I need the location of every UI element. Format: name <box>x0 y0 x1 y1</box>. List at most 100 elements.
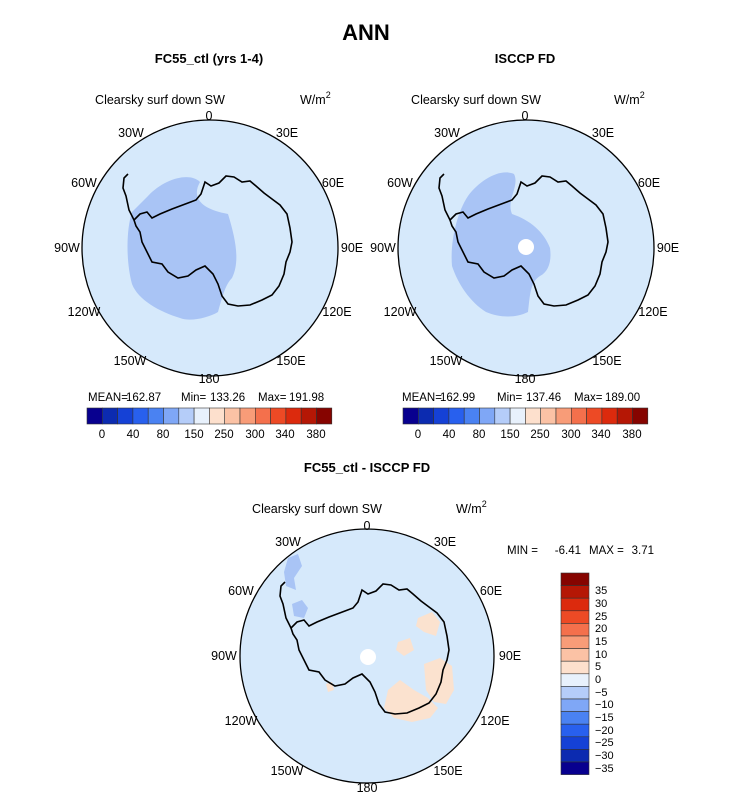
colorbar-swatch <box>560 673 590 687</box>
lon-label: 30E <box>276 126 298 140</box>
colorbar-tick-label: 20 <box>595 623 607 635</box>
colorbar-tick-label: 0 <box>595 674 601 686</box>
colorbar-swatch <box>433 407 450 425</box>
lon-label: 30E <box>434 535 456 549</box>
lon-label: 60E <box>638 176 660 190</box>
lon-label: 120E <box>322 305 351 319</box>
lon-label: 150W <box>114 354 147 368</box>
stat-mean-value: 162.87 <box>126 392 161 404</box>
lon-label: 120E <box>638 305 667 319</box>
lon-label: 180 <box>515 372 536 386</box>
colorbar-tick-label: 380 <box>622 429 641 441</box>
lon-label: 60W <box>387 176 413 190</box>
colorbar-swatch <box>193 407 210 425</box>
panel-title: ISCCP FD <box>495 51 555 66</box>
colorbar-tick-label: 80 <box>157 429 170 441</box>
cold-region <box>451 172 551 317</box>
stat-min-value: 133.26 <box>210 392 245 404</box>
cold-region <box>284 554 302 590</box>
colorbar-swatch <box>560 711 590 725</box>
colorbar-tick-label: 40 <box>127 429 140 441</box>
antarctic-coastline <box>133 175 293 307</box>
variable-label: Clearsky surf down SW <box>95 93 225 107</box>
colorbar-tick-label: −35 <box>595 763 614 775</box>
colorbar-tick-label: 40 <box>443 429 456 441</box>
colorbar-tick-label: 300 <box>245 429 264 441</box>
antarctic-coastline <box>449 175 609 307</box>
warm-region <box>416 612 440 636</box>
lon-label: 180 <box>199 372 220 386</box>
colorbar-swatch <box>102 407 118 425</box>
colorbar-swatch <box>494 407 511 425</box>
lon-label: 30W <box>434 126 460 140</box>
cold-region <box>292 600 308 618</box>
colorbar-swatch <box>86 407 103 425</box>
stat-min-value: -6.41 <box>555 545 581 557</box>
colorbar-tick-label: 340 <box>591 429 610 441</box>
lon-label: 150E <box>592 354 621 368</box>
colorbar-swatch <box>255 407 271 425</box>
stats-line: MEAN= 162.99 Min= 137.46 Max= 189.00 <box>402 392 640 404</box>
colorbar-swatch <box>316 407 333 425</box>
lon-label: 30E <box>592 126 614 140</box>
colorbar-swatch <box>224 407 241 425</box>
stat-max-value: 189.00 <box>605 392 640 404</box>
colorbar-tick-label: 35 <box>595 585 607 597</box>
colorbar-tick-label: −15 <box>595 712 614 724</box>
colorbar-tick-label: −25 <box>595 737 614 749</box>
colorbar-swatch <box>300 407 317 425</box>
colorbar-swatch <box>270 407 287 425</box>
lon-labels: 0 30E 60E 90E 120E 150E 180 150W 120W 90… <box>54 109 363 386</box>
colorbar-swatch <box>479 407 496 425</box>
lon-label: 90E <box>657 241 679 255</box>
colorbar-swatch <box>509 407 526 425</box>
panel-model: FC55_ctl (yrs 1-4) Clearsky surf down SW… <box>54 51 363 441</box>
colorbar-swatch <box>402 407 419 425</box>
map-boundary <box>239 528 495 784</box>
colorbar-swatch <box>463 407 480 425</box>
pole-hole <box>518 239 534 255</box>
colorbar-tick-labels: 0 40 80 150 250 300 340 380 <box>99 429 326 441</box>
colorbar-tick-labels: 35 30 25 20 15 10 5 0 −5 −10 −15 −20 −25… <box>595 585 614 775</box>
stat-mean-label: MEAN= <box>402 392 442 404</box>
polar-map: 0 30E 60E 90E 120E 150E 180 150W 120W 90… <box>54 109 363 386</box>
cold-region <box>127 177 237 320</box>
antarctic-peninsula <box>279 581 292 629</box>
lon-label: 0 <box>206 109 213 123</box>
colorbar-tick-label: −20 <box>595 725 614 737</box>
colorbar-swatch <box>448 407 465 425</box>
colorbar-tick-label: 150 <box>500 429 519 441</box>
colorbar-swatch <box>555 407 572 425</box>
lon-label: 0 <box>522 109 529 123</box>
lon-label: 120E <box>480 714 509 728</box>
colorbar-swatch <box>540 407 557 425</box>
colorbar-swatch <box>560 686 590 700</box>
variable-label: Clearsky surf down SW <box>252 502 382 516</box>
colorbar-swatch <box>601 407 618 425</box>
colorbar-swatch <box>560 723 590 738</box>
lon-label: 0 <box>364 519 371 533</box>
colorbar-tick-label: 250 <box>530 429 549 441</box>
colorbar-tick-label: 340 <box>275 429 294 441</box>
variable-label: Clearsky surf down SW <box>411 93 541 107</box>
colorbar-swatch <box>525 407 542 425</box>
lon-label: 30W <box>118 126 144 140</box>
antarctic-coastline <box>290 583 450 715</box>
units-label: W/m2 <box>456 499 487 516</box>
antarctic-peninsula <box>438 173 451 221</box>
colorbar-tick-label: 80 <box>473 429 486 441</box>
colorbar-tick-label: 380 <box>306 429 325 441</box>
lon-label: 90E <box>341 241 363 255</box>
lon-label: 60W <box>228 584 254 598</box>
figure-main-title: ANN <box>342 20 390 45</box>
lon-label: 150W <box>271 764 304 778</box>
stat-min-label: Min= <box>181 392 207 404</box>
colorbar-swatch <box>560 660 590 675</box>
colorbar-swatch <box>560 597 590 612</box>
lon-label: 120W <box>384 305 417 319</box>
polar-map: 0 30E 60E 90E 120E 150E 180 150W 120W 90… <box>211 519 521 795</box>
stat-max-value: 191.98 <box>289 392 324 404</box>
lon-labels: 0 30E 60E 90E 120E 150E 180 150W 120W 90… <box>370 109 679 386</box>
colorbar-swatch <box>560 623 590 637</box>
